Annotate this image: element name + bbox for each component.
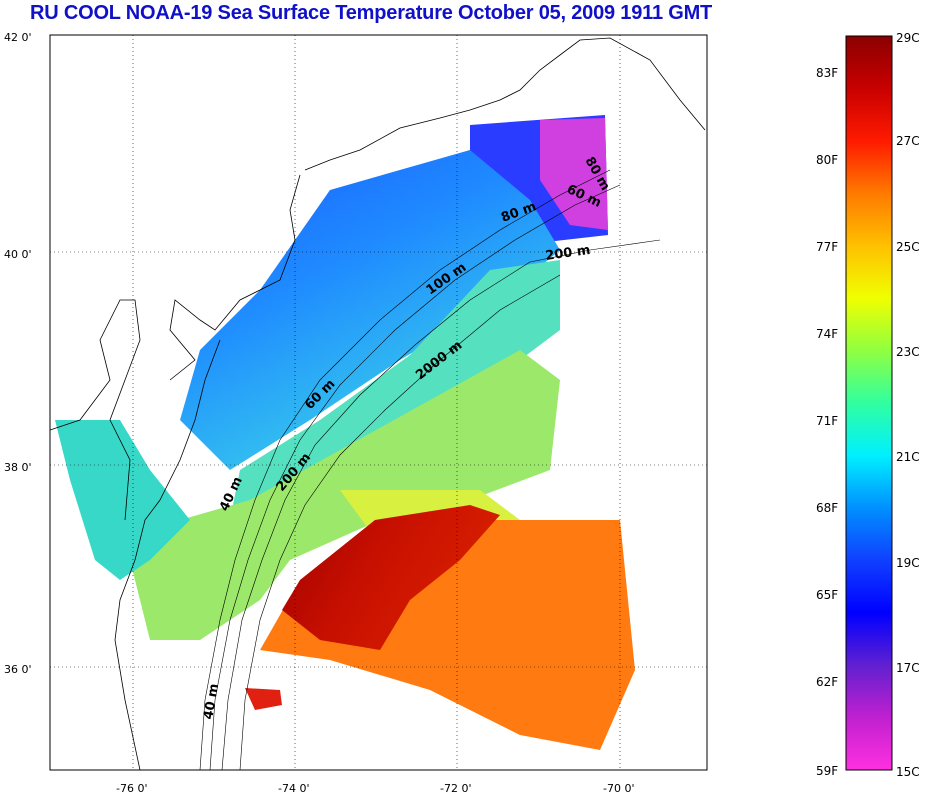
x-tick-label: -70 0' xyxy=(603,782,635,795)
y-tick-label: 36 0' xyxy=(4,663,32,676)
celsius-label: 29C xyxy=(896,31,920,45)
celsius-label: 23C xyxy=(896,345,920,359)
sst-field xyxy=(55,115,635,750)
sst-shelf-blue xyxy=(180,150,560,470)
isobath-2000m xyxy=(239,274,561,771)
contour-label: 40 m xyxy=(201,682,222,720)
sst-bay-cyan xyxy=(55,420,190,580)
celsius-label: 21C xyxy=(896,450,920,464)
fahrenheit-label: 71F xyxy=(816,414,838,428)
coastline-mid-atlantic xyxy=(169,174,301,381)
fahrenheit-label: 80F xyxy=(816,153,838,167)
fahrenheit-label: 74F xyxy=(816,327,838,341)
celsius-labels: 29C 27C 25C 23C 21C 19C 17C 15C xyxy=(896,31,920,779)
color-bar-gradient xyxy=(845,35,893,771)
celsius-label: 25C xyxy=(896,240,920,254)
fahrenheit-labels: 83F 80F 77F 74F 71F 68F 65F 62F 59F xyxy=(816,66,838,778)
color-bar: 83F 80F 77F 74F 71F 68F 65F 62F 59F 29C … xyxy=(816,31,920,779)
coastline-delmarva xyxy=(114,339,221,771)
x-tick-label: -76 0' xyxy=(116,782,148,795)
fahrenheit-label: 68F xyxy=(816,501,838,515)
grid xyxy=(50,35,707,770)
x-tick-label: -72 0' xyxy=(440,782,472,795)
fahrenheit-label: 62F xyxy=(816,675,838,689)
isobath-60m xyxy=(209,184,621,771)
sst-magenta-region xyxy=(540,118,608,230)
map-title: RU COOL NOAA-19 Sea Surface Temperature … xyxy=(30,2,713,24)
x-tick-label: -74 0' xyxy=(278,782,310,795)
celsius-label: 15C xyxy=(896,765,920,779)
isobath-200m xyxy=(221,239,661,771)
y-axis-labels: 42 0' 40 0' 38 0' 36 0' xyxy=(4,31,32,676)
isobath-40m xyxy=(199,169,611,771)
sst-warm-small xyxy=(245,688,282,710)
fahrenheit-label: 65F xyxy=(816,588,838,602)
fahrenheit-label: 59F xyxy=(816,764,838,778)
coastline-chesapeake xyxy=(49,299,141,521)
y-tick-label: 42 0' xyxy=(4,31,32,44)
sst-slope-cyan xyxy=(230,260,560,520)
fahrenheit-label: 83F xyxy=(816,66,838,80)
contour-label: 200 m xyxy=(544,243,591,264)
isobaths xyxy=(199,169,661,771)
y-tick-label: 40 0' xyxy=(4,248,32,261)
celsius-label: 19C xyxy=(896,556,920,570)
coastline-new-england xyxy=(304,37,706,171)
sst-warm-core xyxy=(282,505,500,650)
celsius-label: 17C xyxy=(896,661,920,675)
fahrenheit-label: 77F xyxy=(816,240,838,254)
coastline xyxy=(49,37,706,771)
y-tick-label: 38 0' xyxy=(4,461,32,474)
x-axis-labels: -76 0' -74 0' -72 0' -70 0' xyxy=(116,782,635,795)
celsius-label: 27C xyxy=(896,134,920,148)
